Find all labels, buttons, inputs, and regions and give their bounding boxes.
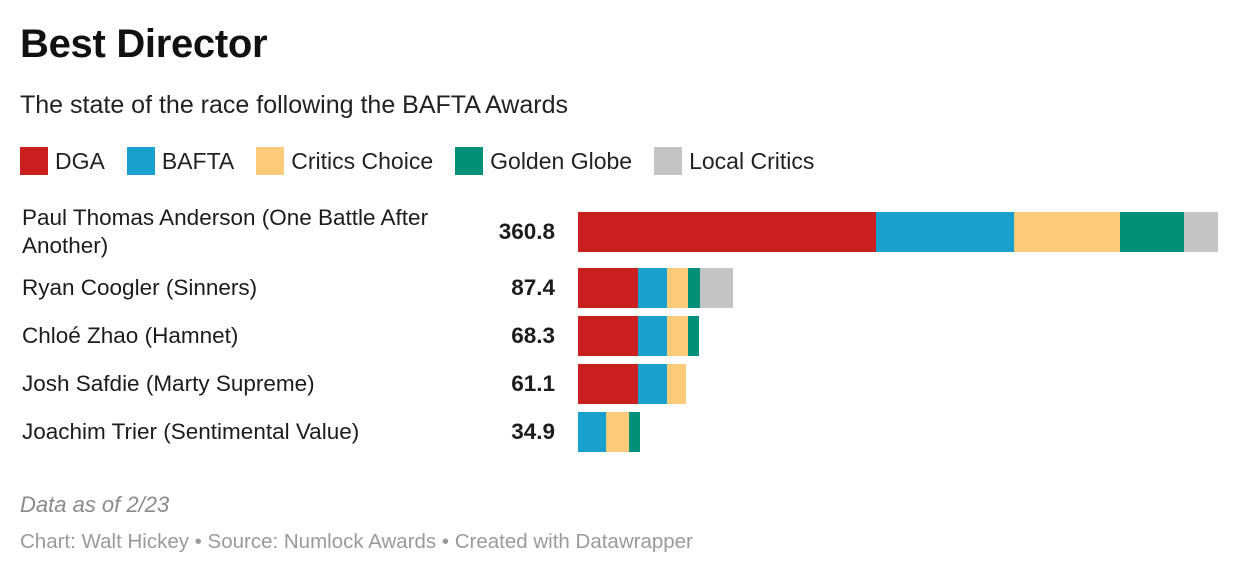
bar-segment-critics-choice [666, 316, 688, 356]
row-total-label: 34.9 [511, 419, 555, 444]
legend-label: Local Critics [689, 147, 815, 174]
bar-segment-bafta [638, 364, 667, 404]
row-total-label: 61.1 [511, 371, 555, 396]
bar-segment-local-critics [1184, 212, 1218, 252]
bar-segment-bafta [876, 212, 1015, 252]
bar-segment-dga [578, 212, 876, 252]
bar-segment-golden-globe [687, 316, 700, 356]
legend-label: Golden Globe [490, 147, 633, 174]
chart-title: Best Director [20, 22, 268, 66]
chart-footer: Chart: Walt Hickey • Source: Numlock Awa… [20, 530, 693, 553]
bar-segment-golden-globe [628, 412, 640, 452]
row-label: Paul Thomas Anderson (One Battle After A… [22, 205, 429, 258]
bar-segment-critics-choice [606, 412, 629, 452]
bar-segment-bafta [638, 316, 667, 356]
row-total-label: 360.8 [498, 219, 555, 244]
legend-item-golden-globe: Golden Globe [455, 147, 632, 175]
data-note: Data as of 2/23 [20, 492, 170, 517]
legend-label: DGA [55, 147, 105, 174]
row-label: Ryan Coogler (Sinners) [22, 275, 258, 300]
legend-label: BAFTA [161, 147, 235, 174]
bar-segment-bafta [578, 412, 607, 452]
chart-subtitle: The state of the race following the BAFT… [20, 91, 568, 119]
bar-segment-bafta [638, 268, 667, 308]
legend-swatch [256, 147, 285, 175]
row-total-label: 87.4 [511, 275, 555, 300]
bar-segment-golden-globe [1120, 212, 1185, 252]
row-label: Josh Safdie (Marty Supreme) [22, 371, 315, 396]
legend-item-dga: DGA [20, 147, 105, 175]
row-label: Chloé Zhao (Hamnet) [22, 323, 239, 348]
row-total-label: 68.3 [511, 323, 555, 348]
bar-segment-critics-choice [1014, 212, 1121, 252]
legend-swatch [455, 147, 484, 175]
bar-segment-critics-choice [666, 364, 687, 404]
bar-segment-local-critics [700, 268, 734, 308]
legend-swatch [20, 147, 48, 175]
legend: DGA BAFTA Critics Choice Golden Globe Local … [20, 147, 836, 175]
bar-segment-dga [578, 316, 639, 356]
legend-label: Critics Choice [291, 147, 434, 174]
legend-item-bafta: BAFTA [126, 147, 235, 175]
legend-item-local-critics: Local Critics [654, 147, 814, 175]
legend-swatch [654, 147, 683, 175]
legend-swatch [126, 147, 155, 175]
legend-item-critics-choice: Critics Choice [256, 147, 433, 175]
bar-segment-golden-globe [687, 268, 701, 308]
bar-segment-dga [578, 268, 639, 308]
bar-segment-dga [578, 364, 639, 404]
row-label: Joachim Trier (Sentimental Value) [22, 419, 360, 444]
bar-segment-critics-choice [666, 268, 688, 308]
